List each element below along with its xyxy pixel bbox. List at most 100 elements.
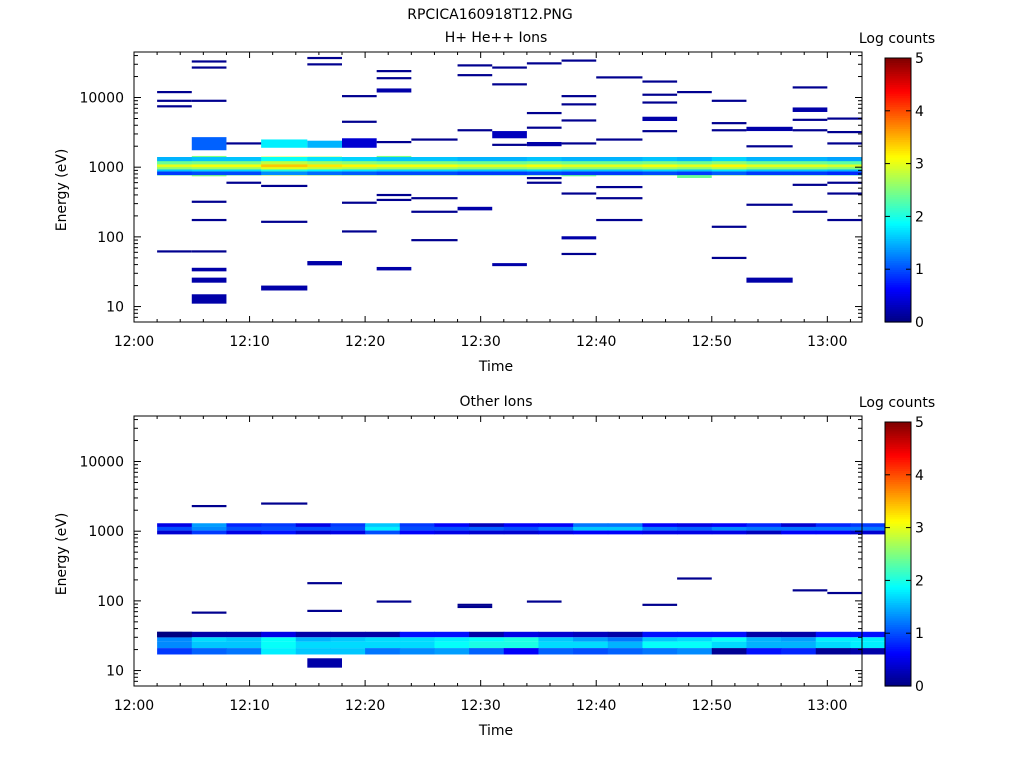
heatmap-cell bbox=[596, 138, 643, 141]
colorbar-segment bbox=[885, 501, 911, 504]
heatmap-cell bbox=[561, 171, 597, 176]
heatmap-cell bbox=[261, 530, 297, 535]
heatmap-cell bbox=[376, 77, 412, 80]
colorbar-segment bbox=[885, 523, 911, 526]
heatmap-cell bbox=[746, 637, 782, 642]
heatmap-cell bbox=[330, 631, 366, 638]
heatmap-cell bbox=[342, 167, 378, 170]
colorbar-segment bbox=[885, 137, 911, 140]
heatmap-cell bbox=[596, 185, 643, 189]
heatmap-cell bbox=[226, 637, 262, 642]
heatmap-cell bbox=[607, 523, 643, 527]
colorbar-tick-label: 4 bbox=[915, 104, 924, 120]
colorbar-segment bbox=[885, 525, 911, 529]
colorbar-segment bbox=[885, 212, 911, 215]
colorbar-segment bbox=[885, 304, 911, 308]
heatmap-cell bbox=[457, 129, 493, 132]
heatmap-cell bbox=[526, 176, 562, 180]
heatmap-cell bbox=[157, 637, 193, 642]
heatmap-cell bbox=[677, 631, 713, 638]
colorbar-segment bbox=[885, 578, 911, 581]
heatmap-cell bbox=[792, 167, 828, 170]
heatmap-cell bbox=[503, 631, 539, 638]
heatmap-cell bbox=[411, 138, 458, 141]
heatmap-cell bbox=[330, 530, 366, 535]
heatmap-cell bbox=[434, 523, 470, 527]
colorbar-segment bbox=[885, 58, 911, 61]
heatmap-cell bbox=[596, 197, 643, 200]
heatmap-cell bbox=[226, 169, 262, 172]
colorbar-segment bbox=[885, 172, 911, 176]
heatmap-cell bbox=[642, 631, 678, 638]
colorbar-segment bbox=[885, 174, 911, 178]
heatmap-cell bbox=[711, 164, 747, 168]
panel-other-ions: Other Ions 12:00 12:10 12:20 12:30 12:40 12:5… bbox=[54, 394, 935, 739]
heatmap-cell bbox=[677, 167, 713, 170]
heatmap-cell bbox=[434, 530, 470, 535]
colorbar-segment bbox=[885, 444, 911, 447]
colorbar-segment bbox=[885, 124, 911, 127]
heatmap-cell bbox=[561, 157, 597, 162]
heatmap-cell bbox=[492, 161, 528, 165]
heatmap-cell bbox=[642, 603, 678, 606]
colorbar: 0 1 2 3 4 5 bbox=[884, 51, 924, 331]
heatmap-cell bbox=[157, 90, 192, 94]
heatmap-cell bbox=[365, 523, 401, 527]
panel-title: Other Ions bbox=[459, 394, 532, 410]
colorbar-segment bbox=[885, 317, 911, 321]
colorbar-segment bbox=[885, 646, 911, 650]
heatmap-cell bbox=[261, 523, 297, 527]
heatmap-cell bbox=[492, 143, 527, 146]
colorbar-segment bbox=[885, 271, 911, 275]
colorbar-segment bbox=[885, 536, 911, 540]
colorbar-segment bbox=[885, 115, 911, 118]
heatmap-cell bbox=[642, 526, 678, 531]
heatmap-cell bbox=[503, 641, 539, 649]
colorbar-segment bbox=[885, 69, 911, 72]
x-tick-label: 12:20 bbox=[345, 334, 385, 350]
heatmap-cell bbox=[191, 171, 227, 176]
heatmap-cell bbox=[815, 648, 851, 655]
colorbar-segment bbox=[885, 258, 911, 261]
colorbar-segment bbox=[885, 121, 911, 125]
heatmap-cell bbox=[677, 637, 713, 642]
colorbar-segment bbox=[885, 179, 911, 182]
heatmap-cell bbox=[642, 648, 678, 655]
heatmap-cell bbox=[261, 164, 308, 168]
colorbar-segment bbox=[885, 60, 911, 63]
colorbar-segment bbox=[885, 291, 911, 294]
heatmap-cell bbox=[827, 161, 863, 165]
colorbar-segment bbox=[885, 220, 911, 224]
colorbar-frame bbox=[884, 421, 912, 687]
heatmap-cell bbox=[503, 637, 539, 642]
colorbar-segment bbox=[885, 505, 911, 509]
colorbar-segment bbox=[885, 297, 911, 301]
x-tick-label: 12:10 bbox=[229, 698, 269, 714]
heatmap-cell bbox=[295, 526, 331, 531]
heatmap-cell bbox=[191, 267, 227, 272]
heatmap-cell bbox=[191, 648, 227, 655]
colorbar-segment bbox=[885, 91, 911, 94]
heatmap-cell bbox=[792, 589, 828, 592]
heatmap-cell bbox=[815, 631, 851, 638]
heatmap-cell bbox=[492, 169, 528, 172]
heatmap-cell bbox=[492, 66, 527, 69]
colorbar-tick-label: 4 bbox=[915, 468, 924, 484]
colorbar-segment bbox=[885, 606, 911, 610]
heatmap-cell bbox=[342, 230, 377, 233]
heatmap-cell bbox=[411, 210, 458, 213]
heatmap-cell bbox=[642, 164, 678, 168]
colorbar-segment bbox=[885, 538, 911, 542]
heatmap-cell bbox=[457, 64, 493, 67]
heatmap-cell bbox=[792, 183, 828, 186]
colorbar-segment bbox=[885, 225, 911, 228]
heatmap-cell bbox=[411, 171, 459, 176]
heatmap-cell bbox=[642, 167, 678, 170]
heatmap-cell bbox=[526, 62, 562, 65]
heatmap-cell bbox=[365, 530, 401, 535]
colorbar-segment bbox=[885, 187, 911, 191]
heatmap-cell bbox=[573, 637, 609, 642]
colorbar-segment bbox=[885, 93, 911, 96]
colorbar-segment bbox=[885, 163, 911, 167]
colorbar-segment bbox=[885, 474, 911, 478]
